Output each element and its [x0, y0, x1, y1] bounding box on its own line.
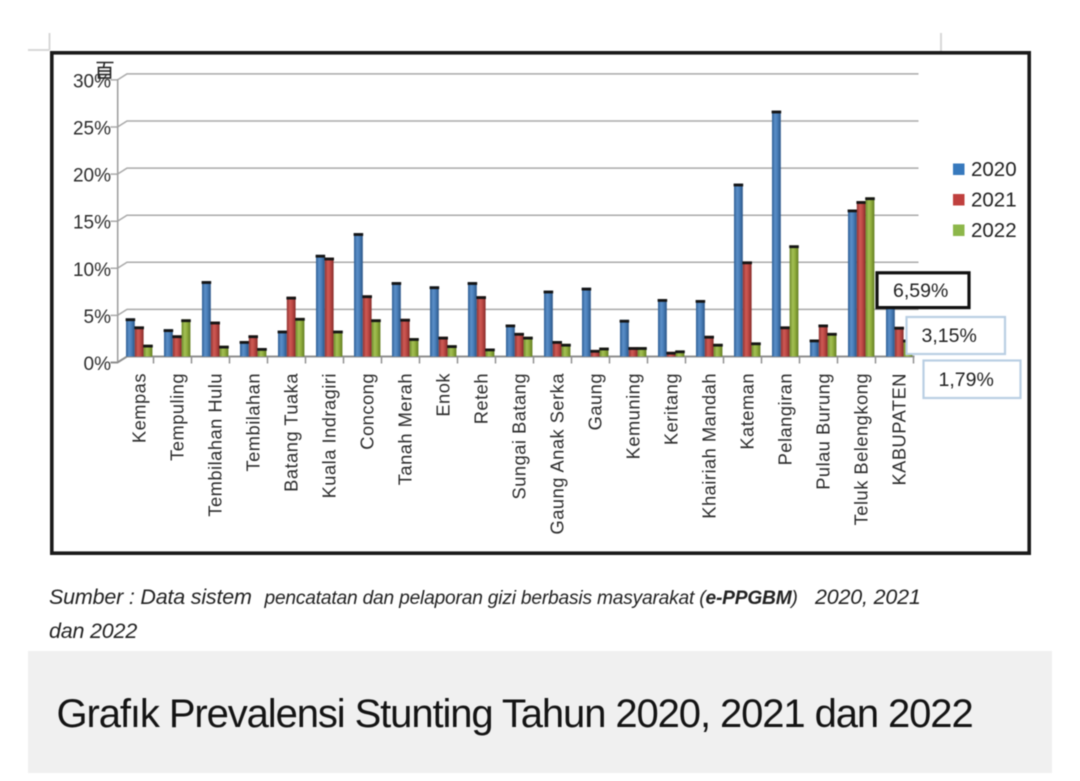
- svg-text:20%: 20%: [73, 166, 111, 187]
- svg-text:2021: 2021: [971, 189, 1017, 212]
- svg-text:Sungai Batang: Sungai Batang: [509, 373, 530, 499]
- svg-text:Tembilahan: Tembilahan: [243, 373, 264, 472]
- svg-text:Gaung: Gaung: [585, 373, 606, 430]
- svg-text:Tanah Merah: Tanah Merah: [395, 373, 416, 485]
- svg-text:Concong: Concong: [357, 373, 378, 450]
- svg-text:Pulau Burung: Pulau Burung: [813, 373, 834, 490]
- svg-text:5%: 5%: [84, 307, 112, 328]
- svg-text:Gaung Anak Serka: Gaung Anak Serka: [547, 373, 568, 535]
- svg-text:15%: 15%: [73, 213, 111, 234]
- svg-text:6,59%: 6,59%: [893, 280, 948, 302]
- svg-text:3,15%: 3,15%: [922, 325, 977, 347]
- svg-text:0%: 0%: [84, 354, 112, 375]
- svg-text:10%: 10%: [73, 260, 111, 281]
- svg-text:Teluk Belengkong: Teluk Belengkong: [851, 373, 872, 525]
- svg-text:Tembilahan Hulu: Tembilahan Hulu: [205, 373, 226, 517]
- svg-text:Tempuling: Tempuling: [167, 373, 188, 461]
- svg-text:30%: 30%: [73, 71, 111, 92]
- svg-text:Kuala Indragiri: Kuala Indragiri: [319, 373, 340, 498]
- svg-text:Keritang: Keritang: [661, 373, 682, 445]
- svg-text:Kemuning: Kemuning: [623, 373, 644, 459]
- svg-text:Reteh: Reteh: [471, 373, 492, 424]
- svg-text:2020: 2020: [971, 158, 1017, 181]
- svg-text:Kateman: Kateman: [737, 373, 758, 450]
- svg-text:Khairiah Mandah: Khairiah Mandah: [699, 373, 720, 519]
- svg-text:2022: 2022: [971, 219, 1017, 242]
- svg-text:Pelangiran: Pelangiran: [775, 373, 796, 465]
- svg-text:25%: 25%: [73, 119, 111, 140]
- svg-text:Batang Tuaka: Batang Tuaka: [281, 373, 302, 492]
- svg-text:Kempas: Kempas: [129, 373, 150, 443]
- svg-text:1,79%: 1,79%: [939, 369, 994, 391]
- svg-text:KABUPATEN: KABUPATEN: [889, 373, 910, 486]
- svg-text:Enok: Enok: [433, 373, 454, 417]
